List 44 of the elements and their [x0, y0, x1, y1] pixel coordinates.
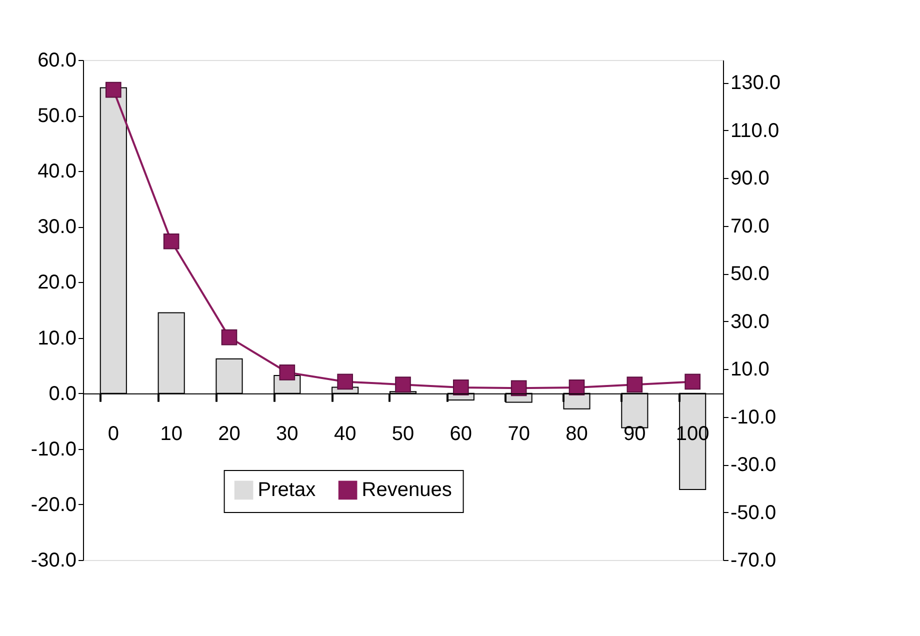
- point: [453, 380, 469, 396]
- y-tick-label: -30.0: [30, 550, 76, 572]
- point: [221, 329, 238, 346]
- x-tick-label: 30: [276, 422, 298, 445]
- y2-tick-label: 50.0: [730, 263, 770, 286]
- y2-tick-label: 130.0: [730, 72, 781, 94]
- y-tick-label: 60.0: [38, 50, 76, 72]
- point: [684, 374, 701, 390]
- point: [626, 376, 643, 392]
- x-tick-label: 80: [566, 422, 588, 445]
- point: [279, 364, 296, 380]
- y2-tick-label: -70.0: [730, 550, 776, 572]
- x-tick-label: 0: [108, 422, 119, 445]
- x-tick-label: 90: [624, 422, 646, 445]
- point: [163, 233, 180, 250]
- point: [105, 82, 122, 98]
- x-tick-label: 70: [508, 422, 530, 445]
- y-tick-label: 0.0: [48, 382, 76, 405]
- x-tick-label: 20: [218, 422, 240, 445]
- y2-tick-label: -10.0: [730, 406, 776, 428]
- point: [395, 376, 411, 392]
- x-tick-label: 10: [160, 422, 182, 445]
- y2-tick-label: -30.0: [730, 454, 776, 476]
- y-tick-label: -20.0: [30, 494, 76, 516]
- legend-label: Revenues: [362, 479, 452, 502]
- y-tick-label: 40.0: [38, 160, 76, 183]
- y2-tick-label: -50.0: [730, 502, 776, 524]
- point: [510, 380, 527, 396]
- y-tick-label: 10.0: [38, 327, 76, 350]
- y2-tick-label: 90.0: [730, 168, 770, 190]
- y-tick-label: 50.0: [38, 105, 76, 128]
- y2-tick-label: 30.0: [730, 310, 770, 333]
- x-tick-label: 50: [392, 422, 414, 445]
- y2-tick-label: 10.0: [730, 358, 770, 381]
- point: [568, 380, 585, 396]
- y-tick-label: 20.0: [38, 272, 76, 294]
- y-tick-label: 30.0: [38, 216, 76, 238]
- y2-tick-label: 70.0: [730, 215, 770, 238]
- y-tick-label: -10.0: [30, 438, 76, 460]
- x-tick-label: 60: [450, 422, 472, 445]
- x-tick-label: 40: [334, 422, 356, 445]
- point: [337, 374, 353, 390]
- y2-tick-label: 110.0: [730, 120, 780, 142]
- legend-label: Pretax: [258, 479, 316, 502]
